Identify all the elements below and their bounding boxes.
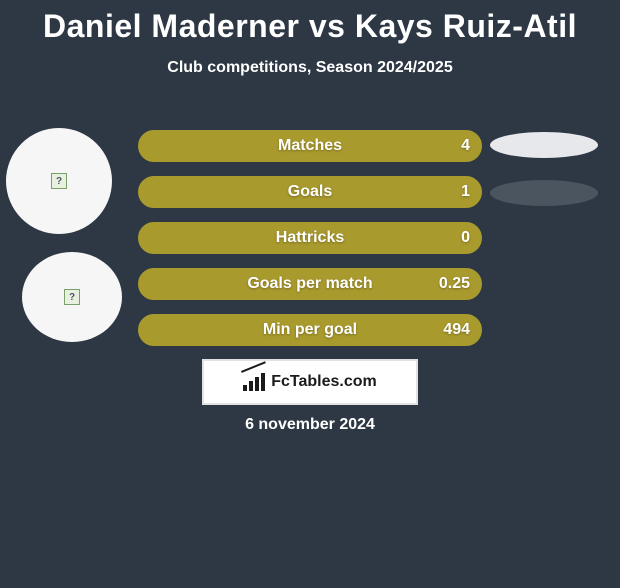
stat-label: Min per goal	[263, 321, 357, 339]
player2-name: Kays Ruiz-Atil	[355, 8, 577, 44]
stat-row-goals: Goals 1	[138, 176, 482, 208]
image-placeholder-icon	[51, 173, 67, 189]
player1-name: Daniel Maderner	[43, 8, 299, 44]
brand-chart-icon	[243, 373, 265, 391]
stat-value: 4	[461, 137, 470, 155]
stat-row-gpm: Goals per match 0.25	[138, 268, 482, 300]
stats-rows: Matches 4 Goals 1 Hattricks 0 Goals per …	[138, 130, 482, 360]
stat-row-mpg: Min per goal 494	[138, 314, 482, 346]
brand-inner: FcTables.com	[243, 373, 377, 391]
stat-value: 0	[461, 229, 470, 247]
vs-separator: vs	[309, 8, 346, 44]
brand-text: FcTables.com	[271, 373, 377, 391]
stat-label: Matches	[278, 137, 342, 155]
stat-label: Goals per match	[247, 275, 372, 293]
player1-avatar	[6, 128, 112, 234]
right-pill-column	[490, 132, 598, 228]
comparison-pill-2	[490, 180, 598, 206]
page-title: Daniel Maderner vs Kays Ruiz-Atil	[0, 8, 620, 45]
avatar-column	[6, 128, 122, 360]
stat-value: 494	[443, 321, 470, 339]
subtitle: Club competitions, Season 2024/2025	[0, 59, 620, 77]
image-placeholder-icon	[64, 289, 80, 305]
stat-row-matches: Matches 4	[138, 130, 482, 162]
stat-value: 1	[461, 183, 470, 201]
player2-avatar	[22, 252, 122, 342]
stat-label: Hattricks	[276, 229, 344, 247]
date-line: 6 november 2024	[0, 416, 620, 434]
brand-box: FcTables.com	[202, 359, 418, 405]
stat-row-hattricks: Hattricks 0	[138, 222, 482, 254]
stat-label: Goals	[288, 183, 332, 201]
comparison-pill-1	[490, 132, 598, 158]
stat-value: 0.25	[439, 275, 470, 293]
